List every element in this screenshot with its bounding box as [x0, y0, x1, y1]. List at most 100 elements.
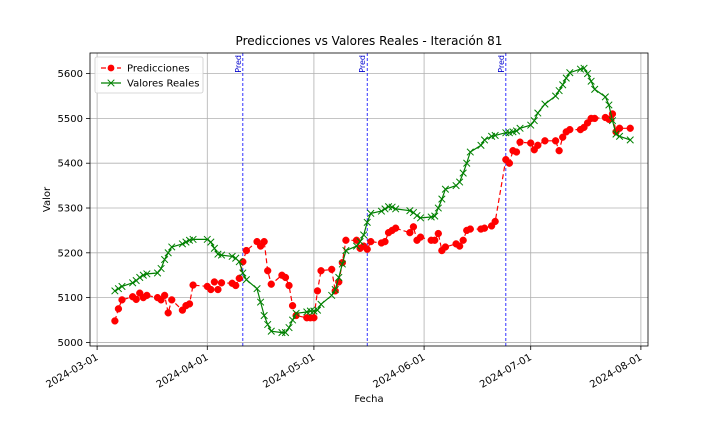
- data-point: [264, 320, 272, 329]
- data-point: [480, 224, 489, 232]
- x-marker-stroke: [455, 178, 464, 186]
- y-tick-label: 5500: [58, 114, 83, 125]
- plot-frame: [89, 52, 649, 347]
- data-point: [409, 223, 418, 231]
- data-point: [541, 137, 549, 145]
- x-marker-stroke: [278, 328, 286, 337]
- data-point: [281, 273, 290, 282]
- data-point: [317, 300, 325, 308]
- legend-marker-valores-reales: [107, 79, 115, 87]
- x-marker-stroke: [367, 209, 375, 218]
- y-tick-label: 5400: [58, 159, 83, 170]
- x-marker-stroke: [242, 276, 251, 284]
- y-tick-label: 5300: [58, 204, 83, 215]
- data-point: [583, 69, 592, 78]
- data-point: [136, 273, 144, 282]
- data-point: [335, 273, 343, 282]
- x-marker-stroke: [328, 291, 336, 300]
- x-marker-stroke: [612, 130, 620, 138]
- x-marker-stroke: [406, 207, 414, 215]
- data-point: [264, 267, 272, 275]
- data-point: [239, 269, 247, 277]
- data-point: [551, 137, 560, 145]
- data-point: [217, 251, 226, 259]
- data-point: [512, 148, 521, 156]
- data-point: [491, 217, 499, 226]
- data-point: [551, 92, 560, 100]
- prediction-marker-label: Pred: [497, 55, 506, 73]
- data-point: [210, 244, 219, 252]
- data-point: [559, 133, 567, 141]
- data-point: [463, 159, 471, 167]
- data-point: [143, 291, 151, 300]
- x-marker-stroke: [306, 307, 315, 315]
- data-point: [615, 132, 624, 140]
- data-point: [306, 307, 315, 315]
- x-marker-stroke: [143, 270, 151, 278]
- data-point: [434, 204, 442, 212]
- data-point: [392, 224, 400, 232]
- x-marker-stroke: [541, 100, 549, 108]
- x-marker-stroke: [189, 235, 197, 244]
- x-marker-stroke: [527, 121, 535, 129]
- x-marker-stroke: [111, 287, 119, 295]
- data-point: [377, 207, 386, 215]
- x-marker-stroke: [207, 238, 215, 246]
- data-point: [235, 274, 243, 283]
- data-point: [516, 124, 524, 132]
- data-point: [530, 116, 538, 125]
- x-marker-stroke: [217, 251, 226, 259]
- x-marker-stroke: [516, 124, 524, 132]
- data-point: [502, 129, 510, 137]
- x-marker-stroke: [608, 116, 617, 125]
- x-marker-stroke: [214, 250, 222, 258]
- x-marker-stroke: [409, 208, 418, 217]
- data-point: [416, 214, 425, 222]
- data-point: [118, 296, 126, 304]
- data-point: [527, 139, 535, 147]
- data-point: [111, 287, 119, 295]
- data-point: [392, 205, 400, 213]
- data-point: [413, 211, 421, 220]
- data-point: [310, 314, 318, 322]
- x-marker-stroke: [338, 260, 346, 268]
- x-marker-stroke: [153, 269, 162, 277]
- data-point: [480, 136, 489, 144]
- x-marker-stroke: [114, 285, 123, 293]
- x-marker-stroke: [562, 74, 570, 82]
- data-point: [160, 291, 169, 300]
- x-marker-stroke: [267, 327, 275, 335]
- x-marker-stroke: [601, 93, 610, 101]
- data-point: [534, 141, 542, 149]
- series-valores-reales: [111, 64, 634, 337]
- data-point: [626, 136, 634, 144]
- data-point: [328, 291, 336, 300]
- data-point: [527, 121, 535, 129]
- data-point: [128, 279, 137, 287]
- x-marker-stroke: [480, 136, 489, 144]
- data-point: [562, 74, 570, 82]
- x-marker-stroke: [559, 81, 567, 89]
- data-point: [210, 278, 219, 286]
- data-point: [587, 77, 595, 85]
- x-marker-stroke: [356, 237, 364, 246]
- x-marker-stroke: [260, 311, 268, 320]
- data-point: [232, 281, 240, 290]
- data-point: [160, 255, 169, 264]
- data-point: [352, 236, 361, 244]
- data-point: [317, 267, 325, 275]
- legend: Predicciones Valores Reales: [94, 56, 204, 94]
- x-marker-stroke: [352, 242, 361, 250]
- x-marker-stroke: [210, 244, 219, 252]
- data-point: [360, 231, 368, 239]
- series-predicciones: [111, 110, 634, 325]
- x-marker-stroke: [459, 169, 467, 177]
- data-point: [168, 243, 176, 251]
- x-marker-stroke: [466, 148, 474, 156]
- data-point: [605, 101, 613, 109]
- x-marker-stroke: [530, 116, 538, 125]
- data-point: [441, 243, 450, 251]
- x-marker-stroke: [377, 207, 386, 215]
- x-marker-stroke: [477, 141, 485, 149]
